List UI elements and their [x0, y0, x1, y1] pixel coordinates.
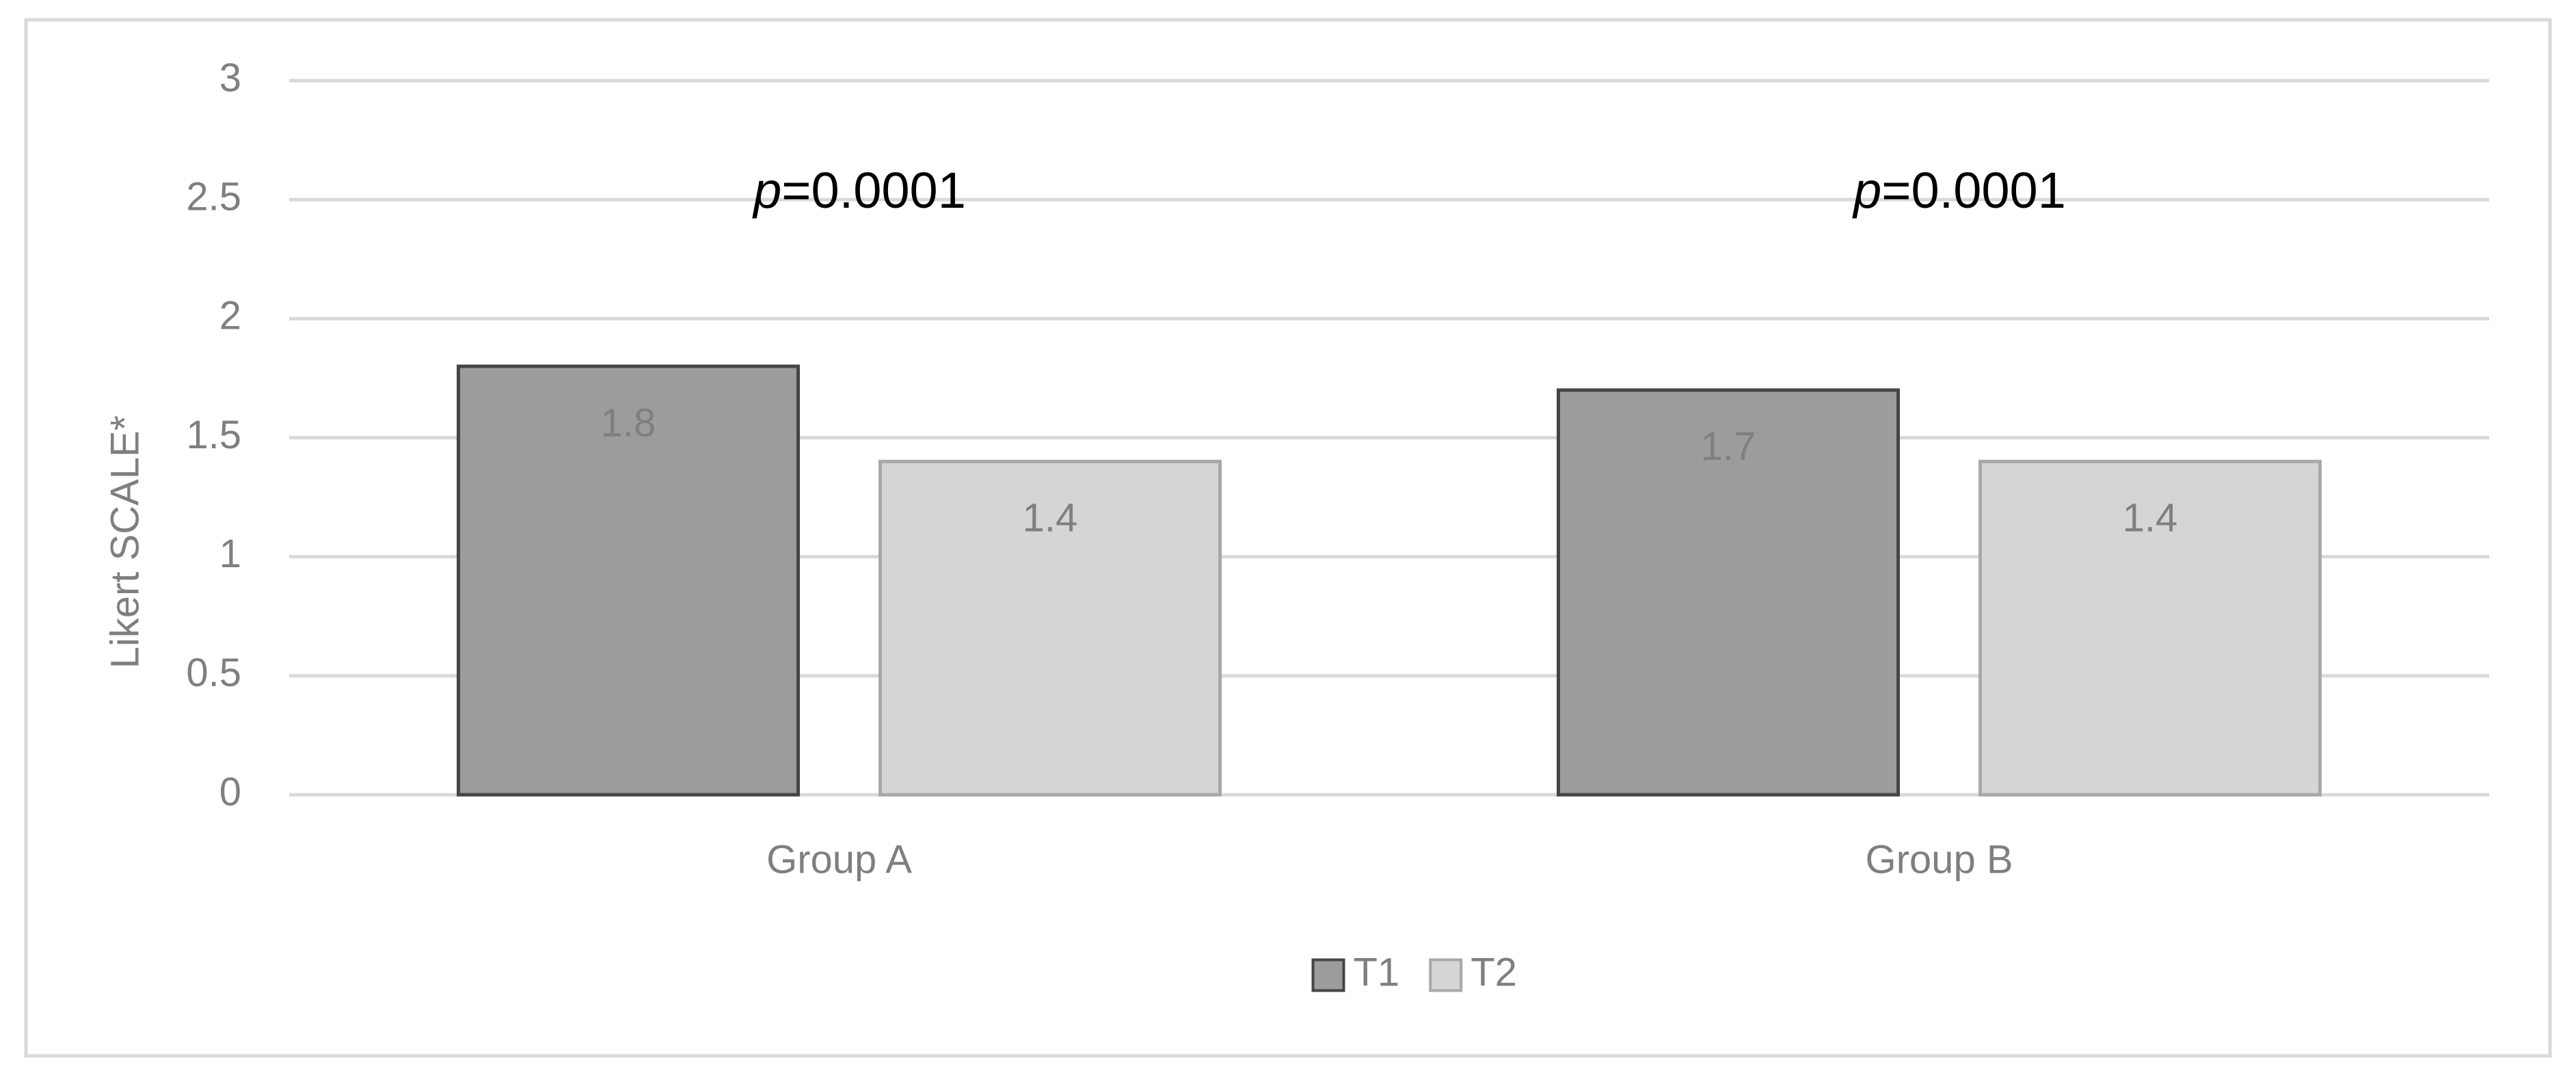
- legend-label: T2: [1471, 950, 1517, 994]
- value-label: 1.8: [601, 400, 656, 445]
- annotation-symbol: p: [1852, 162, 1881, 219]
- value-label: 1.4: [1023, 496, 1078, 541]
- legend-label: T1: [1354, 950, 1400, 994]
- legend-swatch: [1311, 958, 1345, 992]
- bar: [878, 459, 1222, 797]
- y-tick-label: 3: [219, 55, 241, 100]
- x-tick-label: Group A: [766, 837, 912, 882]
- x-tick-label: Group B: [1866, 837, 2013, 882]
- y-tick-label: 1.5: [186, 413, 241, 457]
- annotation-text: =0.0001: [1881, 162, 2066, 219]
- annotation: p=0.0001: [752, 162, 966, 219]
- value-label: 1.4: [2123, 496, 2178, 541]
- annotation: p=0.0001: [1852, 162, 2066, 219]
- value-label: 1.7: [1701, 424, 1756, 469]
- bar: [1978, 459, 2322, 797]
- y-tick-label: 2: [219, 294, 241, 338]
- y-tick-label: 1: [219, 532, 241, 576]
- legend-swatch: [1429, 958, 1463, 992]
- y-tick-label: 2.5: [186, 174, 241, 219]
- y-tick-label: 0.5: [186, 651, 241, 695]
- annotation-text: =0.0001: [781, 162, 966, 219]
- bar: [457, 364, 800, 797]
- annotation-symbol: p: [752, 162, 781, 219]
- y-axis-title: Likert SCALE*: [103, 415, 147, 669]
- y-tick-label: 0: [219, 769, 241, 814]
- bar: [1557, 388, 1900, 797]
